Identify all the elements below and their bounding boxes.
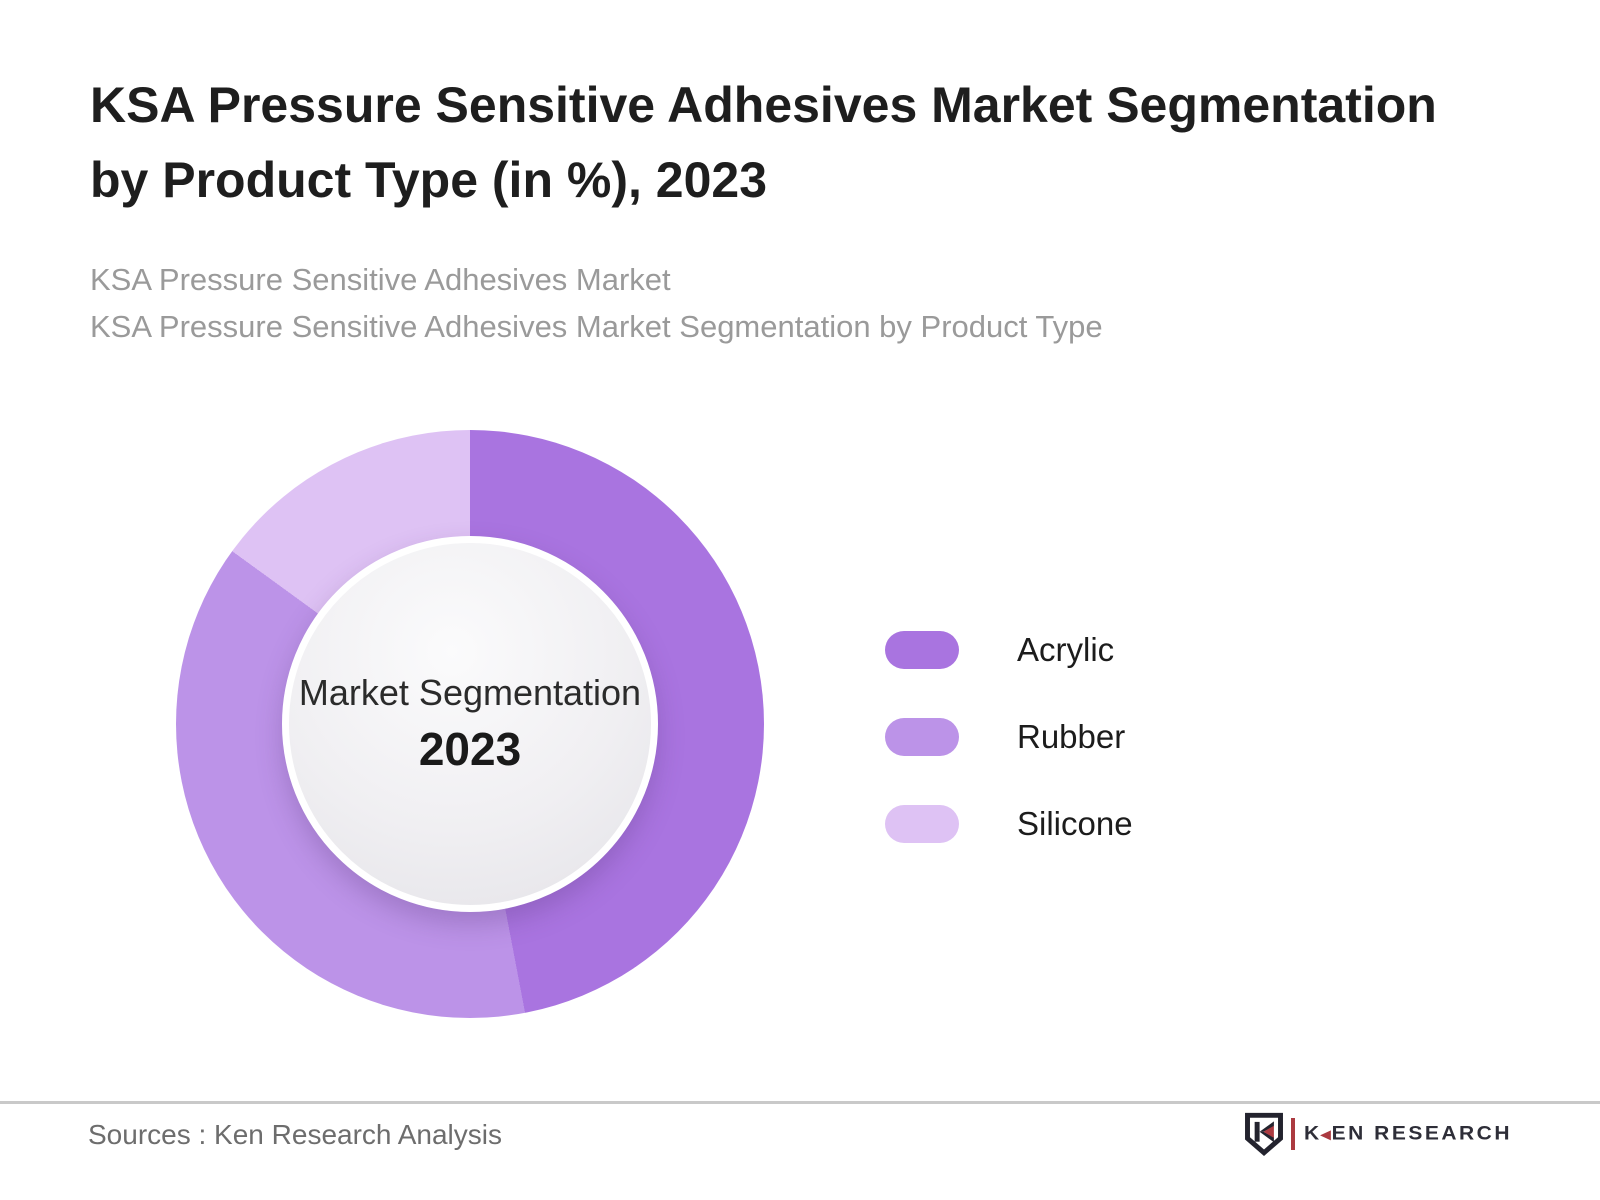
brand-red-triangle-icon: ◀ <box>1320 1127 1331 1142</box>
legend-label: Silicone <box>1017 805 1133 842</box>
legend-item-rubber: Rubber <box>885 716 1133 758</box>
ken-research-shield-icon <box>1244 1112 1283 1156</box>
donut-center-circle: Market Segmentation 2023 <box>282 536 658 912</box>
page-title-line1: KSA Pressure Sensitive Adhesives Market … <box>90 77 1437 133</box>
legend-swatch-acrylic <box>885 631 959 669</box>
footer-divider <box>0 1101 1600 1104</box>
brand-wordmark-k: K <box>1303 1122 1322 1145</box>
page-subtitle: KSA Pressure Sensitive Adhesives Market … <box>90 256 1103 350</box>
subtitle-line1: KSA Pressure Sensitive Adhesives Market <box>90 262 671 297</box>
page-title-line2: by Product Type (in %), 2023 <box>90 152 768 208</box>
legend-label: Rubber <box>1017 718 1126 755</box>
legend-swatch-rubber <box>885 718 959 756</box>
brand-wordmark-rest: EN RESEARCH <box>1331 1122 1512 1145</box>
legend-swatch-silicone <box>885 805 959 843</box>
donut-chart: Market Segmentation 2023 <box>176 430 764 1018</box>
legend-item-acrylic: Acrylic <box>885 629 1133 671</box>
donut-center-label: Market Segmentation <box>298 672 642 713</box>
legend: Acrylic Rubber Silicone <box>885 629 1133 845</box>
brand-divider-bar <box>1290 1118 1295 1150</box>
brand-wordmark: K ◀ EN RESEARCH <box>1304 1123 1512 1145</box>
subtitle-line2: KSA Pressure Sensitive Adhesives Market … <box>90 309 1103 344</box>
brand-logo: K ◀ EN RESEARCH <box>1244 1110 1512 1158</box>
donut-center-year: 2023 <box>418 723 522 775</box>
source-text: Sources : Ken Research Analysis <box>88 1119 502 1150</box>
legend-label: Acrylic <box>1017 631 1115 668</box>
legend-item-silicone: Silicone <box>885 803 1133 845</box>
page-title: KSA Pressure Sensitive Adhesives Market … <box>90 68 1437 218</box>
